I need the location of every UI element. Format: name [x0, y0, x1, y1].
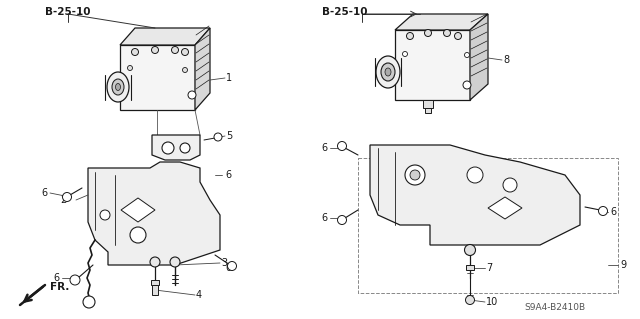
Bar: [358, 158, 618, 293]
Circle shape: [162, 142, 174, 154]
Text: 9: 9: [620, 260, 626, 270]
Circle shape: [503, 178, 517, 192]
Circle shape: [598, 206, 607, 216]
Bar: [151, 280, 159, 285]
Ellipse shape: [381, 63, 395, 81]
Text: FR.: FR.: [50, 282, 69, 292]
Circle shape: [337, 142, 346, 151]
Text: 7: 7: [486, 263, 492, 273]
Polygon shape: [120, 45, 195, 110]
Circle shape: [467, 167, 483, 183]
Text: 6: 6: [322, 213, 328, 223]
Circle shape: [410, 170, 420, 180]
Circle shape: [70, 275, 80, 285]
Circle shape: [152, 47, 159, 54]
Text: 1: 1: [226, 73, 232, 83]
Text: 6: 6: [42, 188, 48, 198]
Polygon shape: [395, 14, 488, 30]
Circle shape: [182, 68, 188, 72]
Circle shape: [83, 296, 95, 308]
Bar: [152, 285, 158, 295]
Polygon shape: [152, 135, 200, 160]
Text: 6: 6: [322, 143, 328, 153]
Text: 6: 6: [610, 207, 616, 217]
Ellipse shape: [376, 56, 400, 88]
Text: 8: 8: [503, 55, 509, 65]
Text: S9A4-B2410B: S9A4-B2410B: [524, 303, 586, 313]
Bar: [423, 100, 433, 108]
Circle shape: [444, 29, 451, 36]
Ellipse shape: [112, 79, 124, 95]
Ellipse shape: [115, 84, 120, 91]
Circle shape: [227, 262, 237, 271]
Circle shape: [127, 65, 132, 70]
Text: 2: 2: [60, 195, 67, 205]
Ellipse shape: [385, 68, 391, 76]
Circle shape: [337, 216, 346, 225]
Circle shape: [424, 29, 431, 36]
Circle shape: [150, 257, 160, 267]
Circle shape: [130, 227, 146, 243]
Circle shape: [465, 244, 476, 256]
Circle shape: [454, 33, 461, 40]
Circle shape: [405, 165, 425, 185]
Text: 6: 6: [225, 170, 231, 180]
Text: B-25-10: B-25-10: [322, 7, 367, 17]
Text: B-25-10: B-25-10: [45, 7, 90, 17]
Text: 6: 6: [54, 273, 60, 283]
Polygon shape: [121, 198, 155, 222]
Circle shape: [406, 33, 413, 40]
Text: 10: 10: [486, 297, 499, 307]
Circle shape: [180, 143, 190, 153]
Polygon shape: [195, 28, 210, 110]
Circle shape: [170, 257, 180, 267]
Circle shape: [172, 47, 179, 54]
Ellipse shape: [107, 72, 129, 102]
Circle shape: [100, 210, 110, 220]
Text: 5: 5: [226, 131, 232, 141]
Circle shape: [214, 133, 222, 141]
Polygon shape: [370, 145, 580, 245]
Polygon shape: [488, 197, 522, 219]
Circle shape: [465, 295, 474, 305]
Circle shape: [403, 51, 408, 56]
Text: 4: 4: [196, 290, 202, 300]
Text: 6: 6: [225, 263, 231, 273]
Polygon shape: [88, 162, 220, 265]
Polygon shape: [395, 30, 470, 100]
Circle shape: [465, 53, 470, 57]
Polygon shape: [120, 28, 210, 45]
Circle shape: [131, 48, 138, 56]
Polygon shape: [470, 14, 488, 100]
Bar: [466, 265, 474, 270]
Circle shape: [182, 48, 189, 56]
Text: 3: 3: [221, 258, 227, 268]
Bar: [425, 108, 431, 113]
Circle shape: [463, 81, 471, 89]
Circle shape: [188, 91, 196, 99]
Circle shape: [63, 192, 72, 202]
